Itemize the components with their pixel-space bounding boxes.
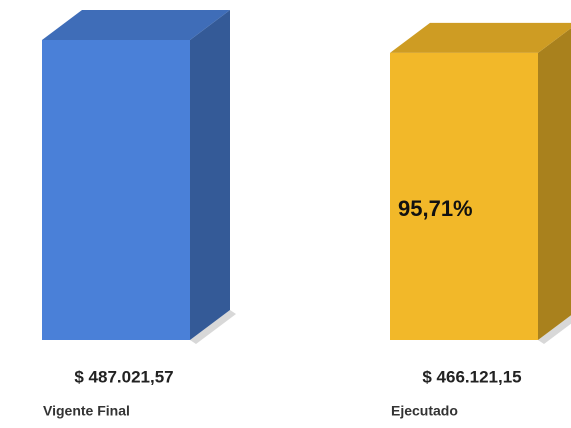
bar-top [390, 22, 571, 53]
annotation: 95,71% [398, 196, 473, 221]
category-label: Vigente Final [43, 403, 130, 419]
bar-top [42, 10, 230, 40]
value-label: $ 466.121,15 [422, 367, 521, 386]
bar-shadow [538, 315, 571, 344]
bar-side [538, 28, 571, 340]
bar [390, 52, 538, 341]
bar [42, 40, 190, 340]
value-label: $ 487.021,57 [74, 367, 173, 386]
bar-shadow [190, 310, 236, 344]
category-label: Ejecutado [391, 403, 458, 419]
bar-side [190, 10, 230, 340]
